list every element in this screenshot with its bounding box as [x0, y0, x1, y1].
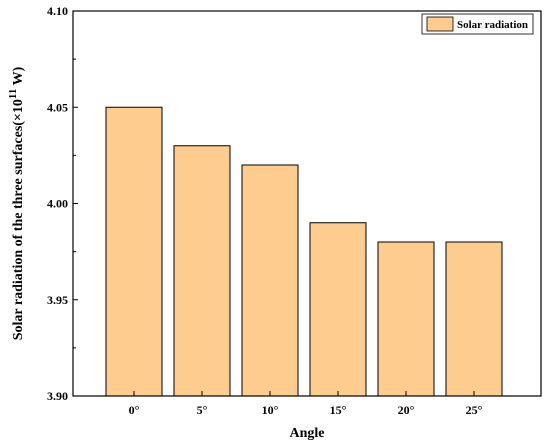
- bar-25deg: [445, 241, 503, 397]
- y-tick-label: 4.05: [47, 100, 68, 114]
- y-tick-label: 4.10: [47, 4, 68, 18]
- y-axis-title-exponent: 11: [7, 89, 19, 99]
- bar-5deg: [173, 145, 231, 397]
- y-axis-title-unit: W): [11, 66, 26, 88]
- x-axis-title: Angle: [290, 426, 325, 441]
- legend-swatch: [426, 16, 454, 32]
- x-tick-label: 0°: [129, 403, 140, 417]
- bar-0deg: [105, 106, 163, 397]
- bar-20deg: [377, 241, 435, 397]
- y-tick-label: 3.95: [47, 293, 68, 307]
- bars-group: [105, 106, 503, 397]
- y-axis-title: Solar radiation of the three surfaces(×1…: [7, 66, 26, 340]
- x-tick-label: 25°: [466, 403, 483, 417]
- y-axis-ticks: 3.90 3.95 4.00 4.05 4.10: [47, 4, 78, 403]
- legend: Solar radiation: [421, 13, 534, 35]
- x-tick-label: 5°: [197, 403, 208, 417]
- bar-15deg: [309, 222, 367, 397]
- y-axis-title-text: Solar radiation of the three surfaces(: [11, 121, 26, 341]
- bar-10deg: [241, 164, 299, 397]
- legend-label: Solar radiation: [457, 19, 528, 31]
- x-tick-label: 20°: [398, 403, 415, 417]
- x-tick-label: 10°: [262, 403, 279, 417]
- plot-frame: [72, 10, 542, 397]
- x-tick-label: 15°: [330, 403, 347, 417]
- y-tick-label: 4.00: [47, 197, 68, 211]
- x-axis-ticks: 0° 5° 10° 15° 20° 25°: [129, 391, 483, 417]
- y-tick-label: 3.90: [47, 389, 68, 403]
- y-axis-title-multiplier: ×10: [11, 99, 26, 121]
